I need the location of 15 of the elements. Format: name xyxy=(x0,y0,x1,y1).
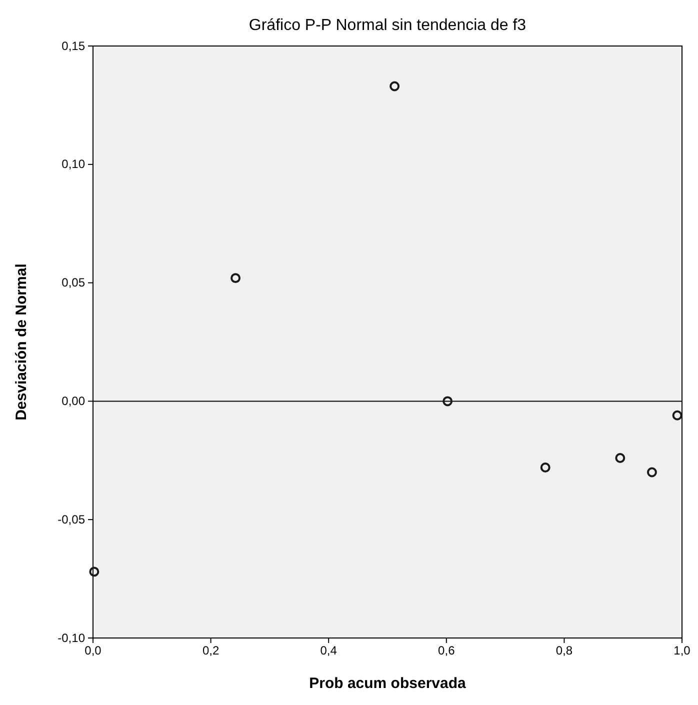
chart-title: Gráfico P-P Normal sin tendencia de f3 xyxy=(248,17,526,34)
y-tick-label: 0,10 xyxy=(62,157,86,172)
x-tick-label: 0,8 xyxy=(556,644,573,658)
y-tick-label: 0,15 xyxy=(62,38,86,53)
y-tick-label: 0,05 xyxy=(62,276,86,290)
y-tick-label: -0,10 xyxy=(58,630,86,645)
y-tick-label: -0,05 xyxy=(58,512,86,526)
x-tick-label: 0,6 xyxy=(438,644,456,658)
x-tick-label: 0,4 xyxy=(320,644,338,658)
x-tick-label: 1,0 xyxy=(674,644,691,658)
y-axis-title: Desviación de Normal xyxy=(13,264,30,420)
y-tick-label: 0,00 xyxy=(62,394,86,408)
x-axis-title: Prob acum observada xyxy=(309,675,467,692)
x-tick-label: 0,2 xyxy=(202,644,220,658)
x-tick-label: 0,0 xyxy=(84,644,102,658)
